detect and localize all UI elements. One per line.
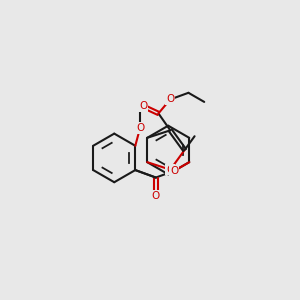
- Text: O: O: [166, 165, 174, 175]
- Text: O: O: [152, 191, 160, 201]
- Text: O: O: [166, 94, 174, 104]
- Text: O: O: [170, 166, 178, 176]
- Text: O: O: [139, 101, 147, 111]
- Text: O: O: [136, 123, 144, 133]
